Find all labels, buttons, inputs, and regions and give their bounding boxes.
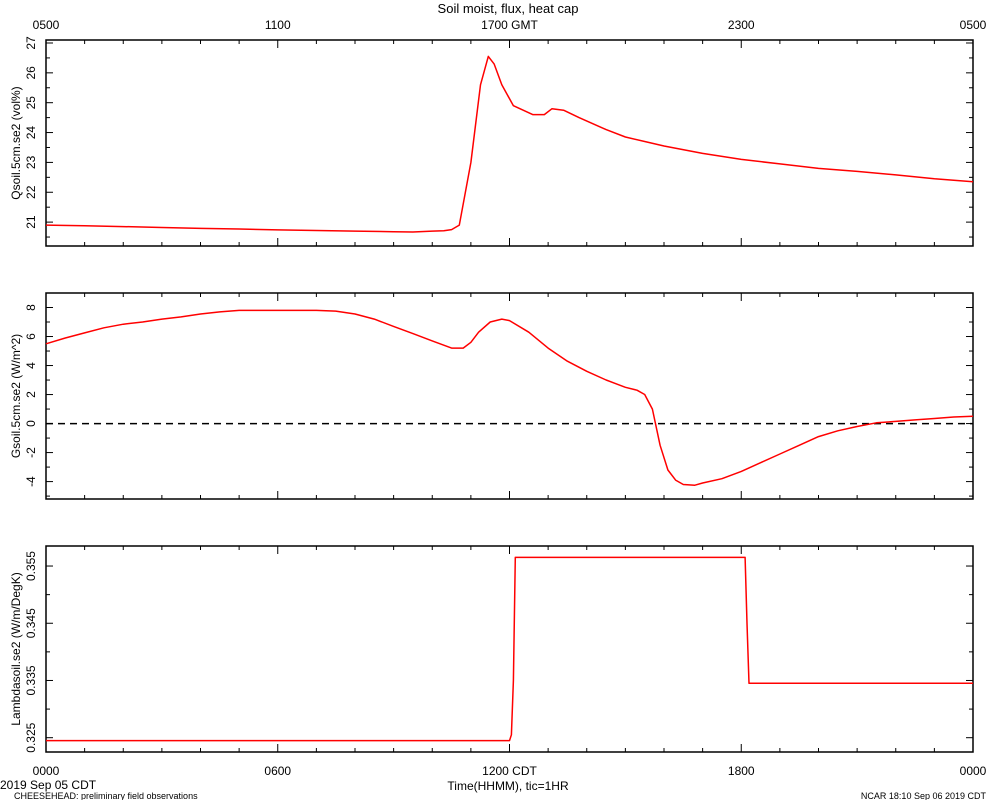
top-axis-tick-label: 2300 <box>728 18 755 32</box>
y-tick-label: 0.335 <box>24 665 38 695</box>
y-tick-label: 27 <box>24 36 38 50</box>
chart-panel-1: 21 22 23 24 25 26 27 Qsoil.5cm.se2 (vol%) <box>9 36 974 247</box>
y-axis-label: Qsoil.5cm.se2 (vol%) <box>9 86 23 199</box>
y-tick-label: 0 <box>24 420 38 427</box>
bottom-axis: 0000 0600 1200 CDT 1800 0000 <box>33 764 987 778</box>
panel-frame <box>45 545 974 753</box>
y-tick-label: 22 <box>24 185 38 199</box>
top-axis-tick-label: 1100 <box>265 18 291 32</box>
top-axis: 0500 1100 1700 GMT 2300 0500 <box>33 18 987 32</box>
footer-left-note: CHEESEHEAD: preliminary field observatio… <box>14 791 198 800</box>
bottom-axis-tick-label: 1200 CDT <box>482 764 537 778</box>
y-axis-label: Gsoil.5cm.se2 (W/m^2) <box>9 334 23 458</box>
bottom-axis-tick-label: 1800 <box>728 764 755 778</box>
series-line <box>45 55 974 233</box>
y-tick-label: 0.345 <box>24 608 38 638</box>
y-tick-label: 24 <box>24 126 38 140</box>
y-tick-label: 25 <box>24 96 38 110</box>
y-axis-label: Lambdasoil.se2 (W/m/DegK) <box>9 572 23 725</box>
panel-frame <box>45 292 974 500</box>
y-tick-label: 8 <box>24 304 38 311</box>
y-tick-label: 23 <box>24 155 38 169</box>
y-tick-label: 2 <box>24 391 38 398</box>
y-tick-label: -4 <box>24 476 38 487</box>
series-line <box>46 556 973 742</box>
y-tick-label: 0.325 <box>24 722 38 752</box>
y-tick-label: -2 <box>24 447 38 458</box>
bottom-axis-tick-label: 0600 <box>264 764 291 778</box>
top-axis-tick-label: 0500 <box>33 18 60 32</box>
chart-title: Soil moist, flux, heat cap <box>438 1 579 16</box>
footer-date: 2019 Sep 05 CDT <box>0 778 97 792</box>
bottom-axis-tick-label: 0000 <box>960 764 987 778</box>
y-tick-label: 6 <box>24 333 38 340</box>
bottom-axis-tick-label: 0000 <box>33 764 60 778</box>
y-tick-label: 21 <box>24 215 38 229</box>
y-tick-label: 26 <box>24 66 38 80</box>
x-axis-label: Time(HHMM), tic=1HR <box>447 779 569 793</box>
y-tick-label: 0.355 <box>24 551 38 581</box>
top-axis-tick-label: 0500 <box>960 18 987 32</box>
top-axis-tick-label: 1700 GMT <box>481 18 538 32</box>
panel-frame <box>45 39 974 247</box>
chart-panel-2: -4 -2 0 2 4 6 8 Gsoil.5cm.se2 (W/m^2) <box>9 292 974 500</box>
y-tick-label: 4 <box>24 362 38 369</box>
footer-right-note: NCAR 18:10 Sep 06 2019 CDT <box>861 791 987 800</box>
series-line <box>45 309 974 486</box>
